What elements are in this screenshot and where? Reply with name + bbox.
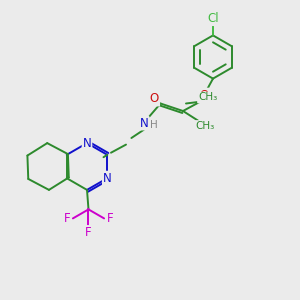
Text: N: N xyxy=(140,116,148,130)
Text: N: N xyxy=(103,172,112,185)
Text: O: O xyxy=(200,88,208,102)
Text: F: F xyxy=(64,212,70,225)
Text: F: F xyxy=(85,226,92,239)
Text: N: N xyxy=(82,136,91,150)
Text: F: F xyxy=(107,212,113,225)
Text: O: O xyxy=(150,92,159,106)
Text: Cl: Cl xyxy=(207,12,219,25)
Text: H: H xyxy=(150,119,158,130)
Text: CH₃: CH₃ xyxy=(196,121,215,131)
Text: CH₃: CH₃ xyxy=(198,92,217,103)
